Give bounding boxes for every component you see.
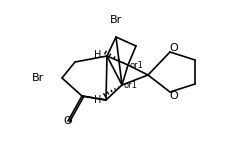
Text: or1: or1 bbox=[129, 61, 143, 71]
Text: O: O bbox=[169, 91, 178, 101]
Text: Br: Br bbox=[109, 15, 122, 25]
Text: O: O bbox=[169, 43, 178, 53]
Text: O: O bbox=[63, 116, 72, 126]
Text: H: H bbox=[93, 95, 100, 105]
Text: Br: Br bbox=[32, 73, 44, 83]
Text: or1: or1 bbox=[123, 81, 137, 91]
Text: H: H bbox=[93, 50, 100, 60]
